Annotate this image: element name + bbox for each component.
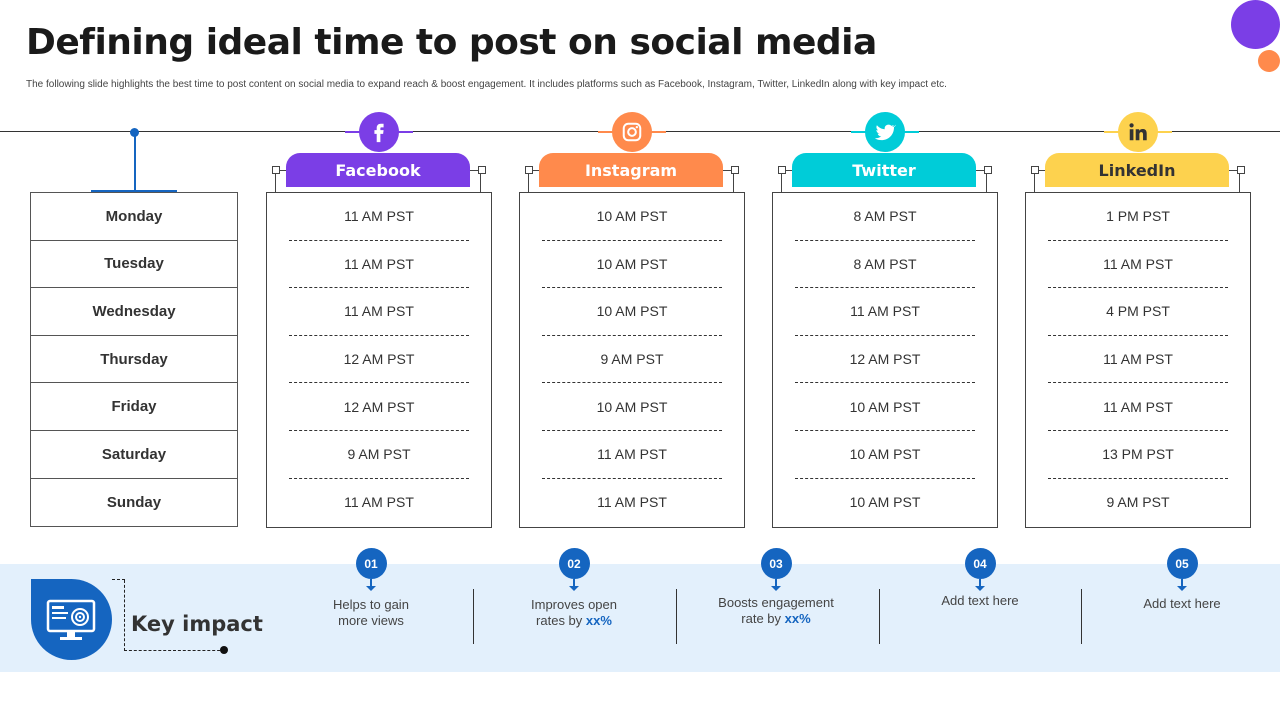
- decorative-circle-orange: [1258, 50, 1280, 72]
- time-cell: 11 AM PST: [344, 494, 414, 511]
- platform-label: Facebook: [286, 153, 470, 187]
- impact-item: 03 Boosts engagement rate by xx%: [701, 548, 851, 627]
- bracket-knob: [1031, 166, 1039, 174]
- day-cell: Saturday: [31, 431, 237, 479]
- impact-divider: [473, 589, 474, 644]
- time-cell: 12 AM PST: [289, 336, 469, 384]
- time-cell: 10 AM PST: [795, 383, 975, 431]
- day-cell: Friday: [31, 383, 237, 431]
- bracket-knob: [478, 166, 486, 174]
- bracket-knob: [272, 166, 280, 174]
- impact-divider: [676, 589, 677, 644]
- day-cell: Sunday: [106, 493, 162, 511]
- impact-item: 05 Add text here: [1107, 548, 1257, 612]
- time-cell: 11 AM PST: [597, 494, 667, 511]
- platform-column-facebook: Facebook 11 AM PST 11 AM PST 11 AM PST 1…: [266, 112, 492, 528]
- days-connector: [134, 132, 136, 191]
- time-cell: 4 PM PST: [1048, 288, 1228, 336]
- facebook-icon: [359, 112, 399, 152]
- time-cell: 11 AM PST: [289, 288, 469, 336]
- instagram-icon: [612, 112, 652, 152]
- impact-number-badge: 01: [355, 548, 387, 579]
- page-title: Defining ideal time to post on social me…: [26, 22, 877, 63]
- arrow-down-icon: [975, 579, 985, 591]
- bracket-knob: [1237, 166, 1245, 174]
- time-cell: 1 PM PST: [1048, 193, 1228, 241]
- time-cell: 11 AM PST: [795, 288, 975, 336]
- time-cell: 13 PM PST: [1048, 431, 1228, 479]
- decorative-circle-purple: [1231, 0, 1280, 49]
- time-cell: 9 AM PST: [289, 431, 469, 479]
- impact-item: 04 Add text here: [905, 548, 1055, 609]
- time-cell: 8 AM PST: [795, 193, 975, 241]
- impact-text: Boosts engagement rate by xx%: [718, 595, 834, 626]
- linkedin-icon: [1118, 112, 1158, 152]
- impact-text: Add text here: [941, 593, 1019, 608]
- impact-divider: [1081, 589, 1082, 644]
- impact-text: Add text here: [1143, 596, 1221, 611]
- impact-item: 02 Improves open rates by xx%: [499, 548, 649, 629]
- time-cell: 10 AM PST: [849, 494, 921, 511]
- platform-label: Instagram: [539, 153, 723, 187]
- time-list: 8 AM PST 8 AM PST 11 AM PST 12 AM PST 10…: [772, 192, 998, 528]
- time-cell: 10 AM PST: [542, 383, 722, 431]
- key-impact-connector: [112, 579, 125, 580]
- time-cell: 8 AM PST: [795, 241, 975, 289]
- days-table: Monday Tuesday Wednesday Thursday Friday…: [30, 192, 238, 527]
- platform-label: LinkedIn: [1045, 153, 1229, 187]
- time-list: 1 PM PST 11 AM PST 4 PM PST 11 AM PST 11…: [1025, 192, 1251, 528]
- platform-label: Twitter: [792, 153, 976, 187]
- page-subtitle: The following slide highlights the best …: [26, 79, 947, 90]
- days-table-accent: [91, 190, 177, 193]
- time-cell: 10 AM PST: [542, 241, 722, 289]
- time-cell: 11 AM PST: [289, 241, 469, 289]
- time-cell: 10 AM PST: [542, 288, 722, 336]
- twitter-icon: [865, 112, 905, 152]
- time-cell: 12 AM PST: [795, 336, 975, 384]
- impact-divider: [879, 589, 880, 644]
- time-cell: 9 AM PST: [1106, 494, 1170, 511]
- impact-number-badge: 03: [760, 548, 792, 579]
- key-impact-title: Key impact: [131, 612, 263, 636]
- arrow-down-icon: [366, 579, 376, 591]
- arrow-down-icon: [569, 579, 579, 591]
- day-cell: Wednesday: [31, 288, 237, 336]
- day-cell: Tuesday: [31, 241, 237, 289]
- day-cell: Thursday: [31, 336, 237, 384]
- time-cell: 12 AM PST: [289, 383, 469, 431]
- platform-column-instagram: Instagram 10 AM PST 10 AM PST 10 AM PST …: [519, 112, 745, 528]
- time-cell: 11 AM PST: [542, 431, 722, 479]
- impact-number-badge: 05: [1166, 548, 1198, 579]
- platform-column-twitter: Twitter 8 AM PST 8 AM PST 11 AM PST 12 A…: [772, 112, 998, 528]
- monitor-target-icon: [44, 597, 98, 648]
- bracket-knob: [778, 166, 786, 174]
- time-cell: 11 AM PST: [289, 193, 469, 241]
- time-cell: 11 AM PST: [1048, 383, 1228, 431]
- impact-text: Helps to gain more views: [333, 597, 409, 628]
- time-list: 11 AM PST 11 AM PST 11 AM PST 12 AM PST …: [266, 192, 492, 528]
- impact-text: Improves open rates by xx%: [531, 597, 617, 628]
- day-cell: Monday: [31, 193, 237, 241]
- time-list: 10 AM PST 10 AM PST 10 AM PST 9 AM PST 1…: [519, 192, 745, 528]
- impact-item: 01 Helps to gain more views: [296, 548, 446, 629]
- impact-number-badge: 02: [558, 548, 590, 579]
- arrow-down-icon: [1177, 579, 1187, 591]
- time-cell: 10 AM PST: [795, 431, 975, 479]
- key-impact-connector-dot: [220, 646, 228, 654]
- days-connector-dot: [130, 128, 139, 137]
- platform-column-linkedin: LinkedIn 1 PM PST 11 AM PST 4 PM PST 11 …: [1025, 112, 1251, 528]
- arrow-down-icon: [771, 579, 781, 591]
- key-impact-band: [0, 564, 1280, 672]
- time-cell: 10 AM PST: [542, 193, 722, 241]
- bracket-knob: [984, 166, 992, 174]
- impact-highlight: xx%: [784, 611, 811, 626]
- time-cell: 11 AM PST: [1048, 241, 1228, 289]
- impact-number-badge: 04: [964, 548, 996, 579]
- bracket-knob: [731, 166, 739, 174]
- impact-highlight: xx%: [585, 613, 612, 628]
- key-impact-connector: [124, 580, 225, 651]
- time-cell: 9 AM PST: [542, 336, 722, 384]
- bracket-knob: [525, 166, 533, 174]
- time-cell: 11 AM PST: [1048, 336, 1228, 384]
